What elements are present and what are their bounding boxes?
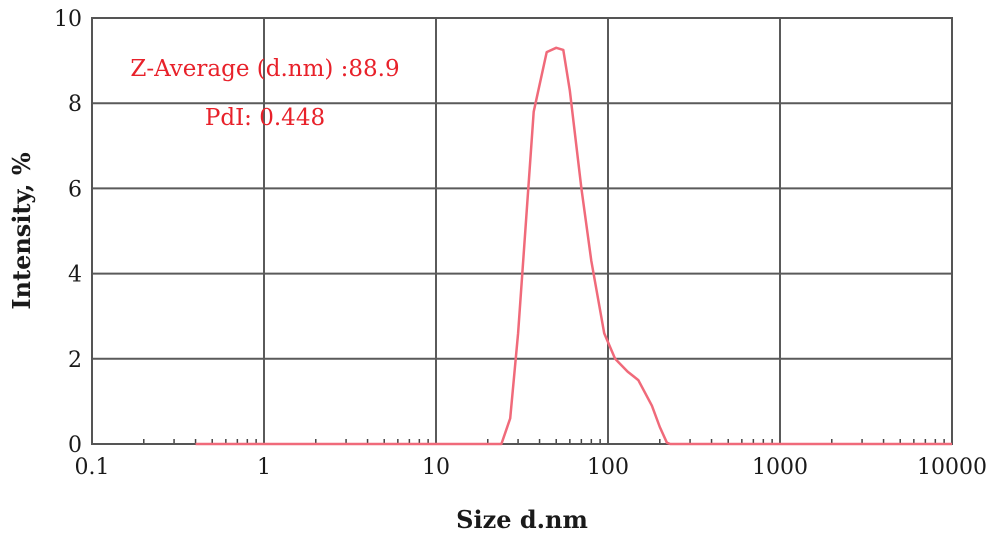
y-tick-label: 6 [68, 177, 82, 202]
y-tick-label: 8 [68, 92, 82, 117]
series-line [195, 46, 952, 446]
x-tick-labels: 0.1 1 10 100 1000 10000 [75, 455, 988, 480]
y-tick-label: 10 [54, 7, 82, 32]
x-tick-label: 100 [587, 455, 629, 480]
x-tick-label: 1 [257, 455, 271, 480]
y-tick-labels: 0 2 4 6 8 10 [54, 7, 82, 458]
plot-frame [91, 17, 953, 445]
pdi-annotation: PdI: 0.448 [205, 105, 325, 131]
x-tick-label: 1000 [752, 455, 808, 480]
x-tick-label: 10000 [917, 455, 987, 480]
y-axis-title: Intensity, % [7, 152, 36, 310]
z-average-annotation: Z-Average (d.nm) :88.9 [130, 56, 399, 82]
y-tick-label: 4 [68, 263, 82, 288]
x-axis-title: Size d.nm [456, 505, 588, 534]
y-tick-label: 0 [68, 433, 82, 458]
x-tick-label: 0.1 [75, 455, 110, 480]
x-tick-label: 10 [422, 455, 450, 480]
y-tick-label: 2 [68, 348, 82, 373]
